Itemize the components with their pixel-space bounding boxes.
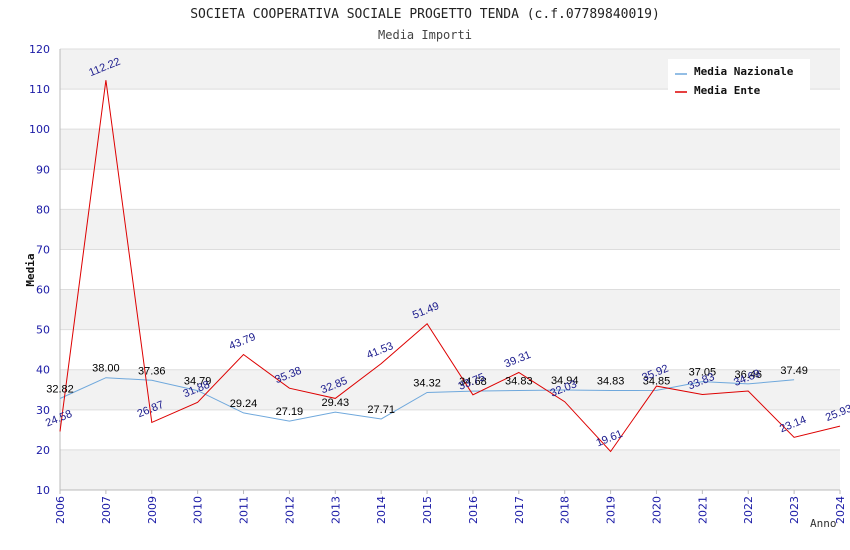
y-tick-label: 40 bbox=[36, 364, 50, 377]
y-tick-label: 70 bbox=[36, 243, 50, 256]
y-tick-label: 50 bbox=[36, 324, 50, 337]
legend-label-media-nazionale: Media Nazionale bbox=[694, 65, 794, 78]
legend: Media Nazionale Media Ente bbox=[668, 59, 810, 101]
data-label: 29.24 bbox=[230, 398, 258, 410]
grid-band bbox=[60, 369, 840, 410]
grid-band bbox=[60, 209, 840, 250]
x-tick-labels: 2006 2007 2009 2010 2011 2012 2013 2014 2015 2016… bbox=[54, 496, 847, 524]
y-tick-label: 90 bbox=[36, 163, 50, 176]
data-label: 39.31 bbox=[503, 349, 533, 370]
grid-bands bbox=[60, 49, 840, 490]
x-tick-label: 2013 bbox=[329, 496, 342, 524]
y-tick-label: 20 bbox=[36, 444, 50, 457]
data-label: 36.46 bbox=[734, 369, 762, 381]
data-label: 27.19 bbox=[276, 406, 304, 418]
x-tick-label: 2019 bbox=[605, 496, 618, 524]
y-tick-label: 80 bbox=[36, 203, 50, 216]
data-label: 38.00 bbox=[92, 363, 120, 375]
legend-label-media-ente: Media Ente bbox=[694, 84, 761, 97]
x-tick-label: 2014 bbox=[375, 496, 388, 524]
x-tick-label: 2006 bbox=[54, 496, 67, 524]
chart-subtitle: Media Importi bbox=[378, 28, 472, 42]
data-label: 34.83 bbox=[597, 375, 625, 387]
data-label: 41.53 bbox=[365, 340, 395, 361]
x-tick-label: 2022 bbox=[742, 496, 755, 524]
data-label: 34.83 bbox=[505, 375, 533, 387]
x-tick-label: 2020 bbox=[650, 496, 663, 524]
x-tick-label: 2017 bbox=[513, 496, 526, 524]
data-label: 37.49 bbox=[780, 365, 808, 377]
grid-band bbox=[60, 449, 840, 490]
data-label: 27.71 bbox=[367, 404, 395, 416]
axes bbox=[59, 49, 841, 494]
grid-lines bbox=[60, 48, 840, 491]
series-line-media-ente bbox=[59, 80, 841, 453]
data-label: 34.85 bbox=[643, 375, 671, 387]
series-line-media-nazionale bbox=[59, 377, 795, 422]
y-tick-label: 10 bbox=[36, 484, 50, 497]
data-label: 34.68 bbox=[459, 376, 487, 388]
y-tick-label: 60 bbox=[36, 284, 50, 297]
y-tick-label: 120 bbox=[29, 43, 50, 56]
x-tick-label: 2009 bbox=[146, 496, 159, 524]
x-tick-label: 2012 bbox=[283, 496, 296, 524]
data-label: 34.79 bbox=[184, 376, 212, 388]
series-lines bbox=[59, 80, 841, 453]
x-axis-label: Anno bbox=[810, 517, 837, 530]
legend-box bbox=[668, 59, 810, 101]
data-label: 34.32 bbox=[413, 377, 441, 389]
data-label: 23.14 bbox=[778, 414, 808, 435]
grid-band bbox=[60, 129, 840, 170]
y-tick-label: 100 bbox=[29, 123, 50, 136]
data-label: 37.05 bbox=[689, 367, 717, 379]
y-tick-label: 30 bbox=[36, 404, 50, 417]
x-tick-label: 2023 bbox=[788, 496, 801, 524]
chart-title: SOCIETA COOPERATIVA SOCIALE PROGETTO TEN… bbox=[190, 7, 660, 22]
x-tick-label: 2021 bbox=[696, 496, 709, 524]
y-tick-labels: 10 20 30 40 50 60 70 80 90 100 110 120 bbox=[29, 43, 50, 497]
x-tick-label: 2010 bbox=[192, 496, 205, 524]
data-label: 34.94 bbox=[551, 375, 579, 387]
y-tick-label: 110 bbox=[29, 83, 50, 96]
x-tick-label: 2011 bbox=[238, 496, 251, 524]
x-tick-label: 2018 bbox=[559, 496, 572, 524]
y-axis-label: Media bbox=[24, 253, 37, 286]
data-label: 43.79 bbox=[227, 331, 257, 352]
data-label: 32.82 bbox=[46, 384, 74, 396]
x-tick-label: 2015 bbox=[421, 496, 434, 524]
data-label: 37.36 bbox=[138, 365, 166, 377]
data-label: 19.61 bbox=[594, 428, 624, 449]
data-label: 29.43 bbox=[322, 397, 350, 409]
grid-band bbox=[60, 289, 840, 330]
x-tick-label: 2016 bbox=[467, 496, 480, 524]
x-tick-label: 2007 bbox=[100, 496, 113, 524]
x-tick-label: 2024 bbox=[834, 496, 847, 524]
